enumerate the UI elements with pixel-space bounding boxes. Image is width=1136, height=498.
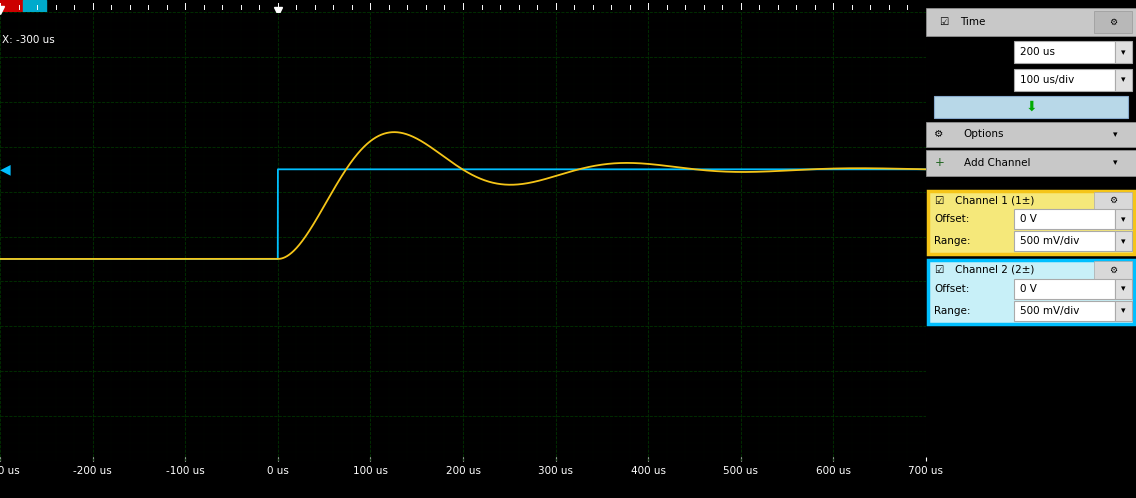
Bar	[1014, 301, 1116, 321]
Bar	[1094, 192, 1131, 210]
Text: ☑: ☑	[935, 196, 944, 206]
Text: ⚙: ⚙	[1109, 265, 1117, 274]
Bar	[1014, 69, 1116, 91]
Text: ▾: ▾	[1121, 284, 1126, 293]
Bar	[926, 122, 1136, 147]
Bar	[1116, 41, 1131, 63]
Text: ▾: ▾	[1121, 237, 1126, 246]
Text: Channel 2 (2±): Channel 2 (2±)	[955, 265, 1035, 275]
Text: ▾: ▾	[1113, 158, 1117, 167]
Text: Range:: Range:	[935, 237, 971, 247]
Bar	[926, 8, 1136, 36]
Bar	[1014, 279, 1116, 299]
Text: Channel 1 (1±): Channel 1 (1±)	[955, 196, 1035, 206]
Bar	[1094, 261, 1131, 279]
Text: 0 V: 0 V	[1020, 214, 1037, 224]
Text: ⬇: ⬇	[1025, 100, 1037, 114]
Bar	[928, 191, 1134, 254]
Text: 0 V: 0 V	[1020, 284, 1037, 294]
Text: ☑: ☑	[935, 265, 944, 275]
Text: ▾: ▾	[1121, 48, 1126, 57]
Text: ▾: ▾	[1121, 306, 1126, 315]
Text: Add Channel: Add Channel	[963, 158, 1030, 168]
Text: ▾: ▾	[1121, 75, 1126, 84]
Bar	[1094, 11, 1131, 33]
Text: ☑: ☑	[938, 17, 947, 27]
Bar	[1014, 209, 1116, 229]
Text: ▾: ▾	[1113, 130, 1117, 139]
Bar	[1116, 279, 1131, 299]
Text: 200 us: 200 us	[1020, 47, 1055, 57]
Bar	[23, 0, 47, 12]
Text: Offset:: Offset:	[935, 214, 970, 224]
Text: Base:: Base:	[935, 75, 963, 85]
Text: +: +	[935, 156, 944, 169]
Text: ⚙: ⚙	[1109, 18, 1117, 27]
Text: Offset:: Offset:	[935, 284, 970, 294]
Text: 500 mV/div: 500 mV/div	[1020, 306, 1080, 316]
Text: Position:: Position:	[935, 47, 979, 57]
Text: Range:: Range:	[935, 306, 971, 316]
Text: ◀: ◀	[0, 162, 10, 176]
Text: Time: Time	[960, 17, 985, 27]
Bar	[0, 0, 23, 12]
Text: ⚙: ⚙	[935, 129, 944, 139]
Bar	[1014, 232, 1116, 251]
Bar	[1116, 301, 1131, 321]
Text: X: -300 us: X: -300 us	[2, 35, 55, 45]
Bar	[935, 96, 1128, 118]
Bar	[1014, 41, 1116, 63]
Text: 500 mV/div: 500 mV/div	[1020, 237, 1080, 247]
Bar	[1116, 232, 1131, 251]
Bar	[1116, 209, 1131, 229]
Bar	[1116, 69, 1131, 91]
Text: ⚙: ⚙	[1109, 196, 1117, 205]
Text: Options: Options	[963, 129, 1004, 139]
Text: 100 us/div: 100 us/div	[1020, 75, 1075, 85]
Text: ▾: ▾	[1121, 215, 1126, 224]
Bar	[928, 260, 1134, 324]
Bar	[926, 150, 1136, 176]
